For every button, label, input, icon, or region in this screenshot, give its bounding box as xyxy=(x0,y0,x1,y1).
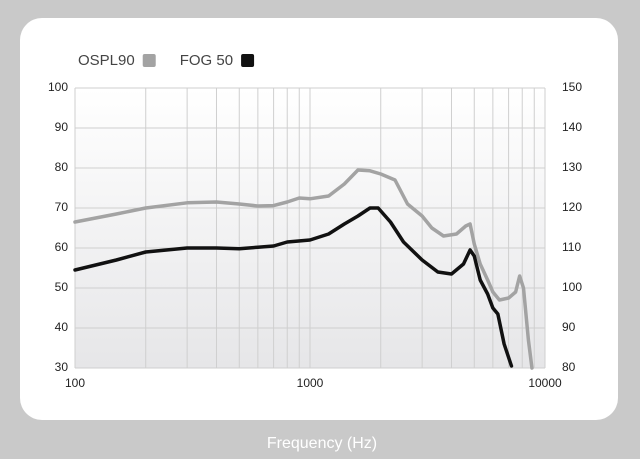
y2-tick-label: 80 xyxy=(562,360,576,374)
x-tick-label: 10000 xyxy=(528,376,562,390)
y-tick-label: 50 xyxy=(55,280,69,294)
series-line xyxy=(73,168,534,370)
y2-tick-label: 90 xyxy=(562,320,576,334)
y-tick-label: 90 xyxy=(55,120,69,134)
y-tick-label: 80 xyxy=(55,160,69,174)
y-tick-label: 30 xyxy=(55,360,69,374)
y2-tick-label: 130 xyxy=(562,160,582,174)
y2-tick-label: 100 xyxy=(562,280,582,294)
x-tick-label: 100 xyxy=(65,376,85,390)
legend-label: OSPL90 xyxy=(78,52,135,69)
x-axis-label: Frequency (Hz) xyxy=(267,435,377,452)
y2-tick-label: 150 xyxy=(562,80,582,94)
x-tick-label: 1000 xyxy=(297,376,324,390)
legend-swatch xyxy=(142,54,156,67)
legend-swatch xyxy=(241,54,255,67)
y-tick-label: 40 xyxy=(55,320,69,334)
y-tick-label: 100 xyxy=(48,80,68,94)
y2-tick-label: 110 xyxy=(562,240,581,254)
series-line xyxy=(73,206,514,368)
legend-label: FOG 50 xyxy=(180,52,233,69)
y-tick-label: 70 xyxy=(55,200,69,214)
y2-tick-label: 120 xyxy=(562,200,582,214)
y-tick-label: 60 xyxy=(55,240,69,254)
y2-tick-label: 140 xyxy=(562,120,582,134)
